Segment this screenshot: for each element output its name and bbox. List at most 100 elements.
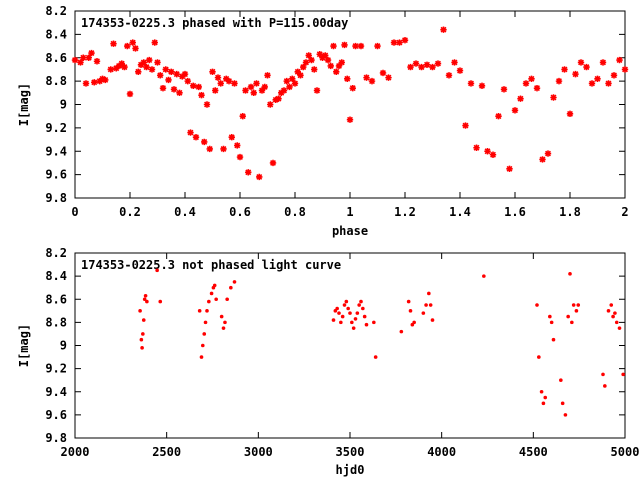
data-point [313, 87, 321, 94]
data-point [145, 299, 149, 304]
data-point [543, 395, 548, 400]
plot-frame [74, 252, 626, 439]
data-point [141, 332, 145, 336]
data-point [289, 75, 296, 82]
data-point [566, 314, 570, 319]
data-point [462, 122, 469, 129]
data-point [418, 63, 425, 71]
data-point [322, 52, 329, 59]
data-point [139, 337, 144, 342]
data-point [533, 84, 541, 92]
data-point [482, 274, 486, 278]
y-tick-label: 8.4 [45, 269, 67, 283]
data-point [143, 63, 150, 71]
data-point [264, 72, 271, 79]
data-point [286, 83, 293, 91]
data-point [316, 51, 323, 58]
data-point [364, 322, 369, 327]
data-point [135, 68, 142, 75]
y-tick-label: 9 [60, 339, 67, 353]
data-point [302, 59, 310, 66]
data-point [291, 80, 299, 87]
x-tick-label: 3000 [244, 445, 273, 459]
data-point [424, 303, 428, 307]
y-tick-label: 9.4 [45, 144, 67, 158]
data-point [379, 69, 387, 77]
data-point [107, 66, 114, 73]
data-point [348, 311, 352, 315]
data-point [551, 337, 556, 342]
data-point [113, 65, 120, 72]
data-point [205, 309, 209, 313]
data-point [155, 268, 159, 273]
data-point [495, 112, 502, 120]
data-point [599, 59, 607, 66]
data-point [467, 80, 475, 87]
y-tick-label: 8.8 [45, 315, 67, 329]
data-point [549, 320, 554, 325]
data-point [473, 144, 480, 151]
data-point [181, 70, 189, 78]
data-point [484, 148, 491, 155]
y-tick-label: 9.6 [45, 408, 67, 422]
data-point [256, 173, 263, 181]
data-point [269, 159, 277, 167]
data-point [605, 80, 612, 87]
data-point [617, 326, 622, 330]
x-tick-label: 1.2 [394, 205, 416, 219]
unphased-light-curve-plot: 2000 2500 3000 3500 4000 4500 5000 8.2 8.4 8.6 8.8… [17, 246, 639, 477]
x-tick-label: 1.6 [504, 205, 526, 219]
data-point [124, 42, 131, 50]
data-point [225, 297, 229, 302]
data-point [373, 355, 378, 359]
data-point [258, 87, 266, 94]
data-point [242, 87, 249, 94]
x-tick-label: 0.8 [284, 205, 306, 219]
data-point [143, 293, 148, 298]
x-axis-label: hjd0 [336, 463, 365, 477]
data-point [202, 332, 207, 336]
data-point [220, 145, 227, 153]
data-point [544, 150, 552, 157]
data-point [278, 89, 285, 97]
data-point [162, 66, 169, 73]
data-point [344, 75, 351, 82]
data-point [214, 297, 218, 302]
data-point [338, 59, 345, 66]
chart-title: 174353-0225.3 not phased light curve [81, 258, 341, 272]
y-tick-label: 9.8 [45, 191, 67, 205]
data-point [346, 116, 354, 123]
data-point [361, 306, 365, 311]
data-point [184, 77, 191, 85]
y-axis-label: I[mag] [17, 83, 31, 126]
data-point [197, 309, 202, 313]
data-point [594, 75, 601, 82]
x-tick-label: 5000 [611, 445, 640, 459]
data-point [357, 42, 365, 50]
data-point [219, 314, 224, 319]
data-point [129, 39, 136, 46]
data-point [396, 39, 403, 46]
data-point [231, 80, 238, 87]
data-point [115, 62, 123, 70]
data-point [261, 83, 268, 91]
data-point [146, 56, 153, 64]
data-point [421, 311, 426, 315]
data-point [118, 60, 125, 67]
data-point [374, 42, 381, 50]
data-point [528, 75, 535, 82]
y-axis-label: I[mag] [17, 324, 31, 367]
data-point [517, 95, 524, 102]
data-point [539, 156, 546, 163]
data-point [157, 72, 164, 79]
data-point [346, 306, 350, 311]
data-point [588, 80, 596, 87]
data-point [159, 84, 167, 92]
data-point [198, 91, 205, 99]
y-tick-label: 8.2 [45, 4, 67, 18]
data-point [406, 299, 411, 304]
data-point [445, 72, 453, 79]
data-point [250, 89, 257, 97]
data-point [601, 372, 605, 377]
data-point [88, 49, 95, 57]
